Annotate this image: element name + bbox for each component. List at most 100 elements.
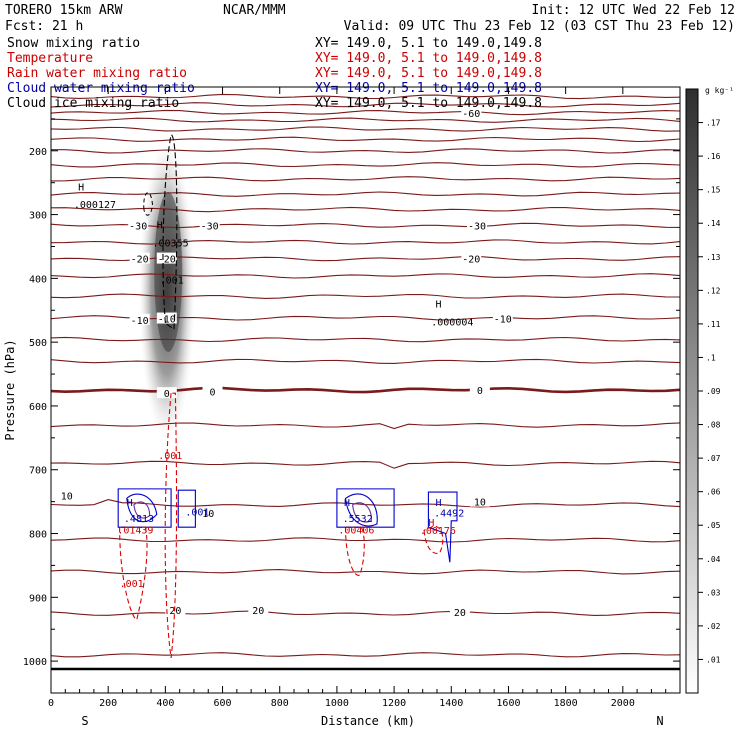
isotherm-19 <box>50 386 681 394</box>
isotherm-label-bg-17 <box>248 604 269 616</box>
colorbar-tick-label-5: .06 <box>706 488 721 497</box>
annotation-6: .000004 <box>431 318 473 329</box>
isotherm-4 <box>50 126 681 132</box>
colorbar-tick-label-10: .11 <box>706 320 721 329</box>
annotation-19: .00176 <box>420 526 456 537</box>
isotherm-0 <box>50 93 681 100</box>
isotherm-label-bg-16 <box>165 604 186 616</box>
annotation-10: .001 <box>185 508 209 519</box>
field-xy-cloud-ice: XY= 149.0, 5.1 to 149.0,149.8 <box>315 96 542 111</box>
rain-contour-east <box>423 525 444 554</box>
annotation-12: .001 <box>120 579 144 590</box>
x-axis-label: Distance (km) <box>321 714 415 728</box>
x-tick-label-4: 800 <box>271 698 289 709</box>
hydrometeor-contours <box>117 134 458 658</box>
annotation-8: H <box>127 498 133 509</box>
cloud-water-contour-central-inner <box>344 493 378 527</box>
y-tick-label-3: 500 <box>29 338 47 349</box>
x-axis-end-north: N <box>656 714 663 728</box>
isotherm-13 <box>50 256 681 262</box>
annotation-1: .000127 <box>74 200 116 211</box>
cloud-ice-shading <box>138 141 195 442</box>
isotherm-14 <box>50 273 681 279</box>
cloud-water-contour-central-outer <box>336 488 395 528</box>
field-name-cloud-water: Cloud water mixing ratio <box>7 81 195 96</box>
valid-time: Valid: 09 UTC Thu 23 Feb 12 (03 CST Thu … <box>344 19 735 34</box>
colorbar-unit: g kg⁻¹ <box>705 86 734 95</box>
colorbar-gradient <box>685 88 699 694</box>
forecast-hour: Fcst: 21 h <box>5 19 83 34</box>
field-name-rain: Rain water mixing ratio <box>7 66 187 81</box>
annotation-18: H <box>428 518 434 529</box>
isotherm-label-4: -20 <box>131 255 149 266</box>
isotherm-label-1: -30 <box>129 221 147 232</box>
isotherm-17 <box>50 336 681 343</box>
annotation-3: .00355 <box>152 238 188 249</box>
isotherm-1 <box>50 102 681 108</box>
isotherm-label-3: -30 <box>468 221 486 232</box>
isotherm-label-17: 20 <box>252 606 264 617</box>
isotherm-15 <box>50 293 681 299</box>
center-title: NCAR/MMM <box>223 3 286 18</box>
x-tick-label-0: 0 <box>48 698 54 709</box>
annotation-13: H <box>344 498 350 509</box>
y-tick-label-2: 400 <box>29 274 47 285</box>
isotherm-2 <box>50 109 681 116</box>
annotation-0: H <box>78 182 84 193</box>
x-axis-end-south: S <box>81 714 88 728</box>
cloud-water-contour-west-core <box>133 501 151 519</box>
isotherm-label-bg-10 <box>156 387 177 399</box>
cloud-ice-contour-main <box>162 134 178 331</box>
isotherm-label-bg-11 <box>202 385 223 397</box>
isotherm-11 <box>50 222 681 229</box>
isotherm-label-11: 0 <box>210 387 216 398</box>
isotherm-label-bg-2 <box>199 219 220 231</box>
colorbar-tick-label-4: .05 <box>706 521 721 530</box>
field-xy-snow: XY= 149.0, 5.1 to 149.0,149.8 <box>315 36 542 51</box>
isotherm-12 <box>50 239 681 245</box>
y-tick-label-5: 700 <box>29 466 47 477</box>
annotation-4: .001 <box>160 275 184 286</box>
x-tick-label-8: 1600 <box>496 698 520 709</box>
isotherm-21 <box>50 460 681 469</box>
annotation-16: H <box>436 498 442 509</box>
cloud-water-contour-west-inner <box>126 493 158 523</box>
isotherm-label-bg-5 <box>156 252 177 264</box>
y-tick-label-6: 800 <box>29 530 47 541</box>
colorbar-tick-label-9: .1 <box>706 353 716 362</box>
isotherm-label-bg-3 <box>467 219 488 231</box>
colorbar-tick-label-0: .01 <box>706 655 721 664</box>
cloud-water-contour-west-outer <box>117 488 172 528</box>
isotherm-24 <box>50 569 681 575</box>
isotherm-7 <box>50 162 681 168</box>
isotherm-label-13: 10 <box>61 491 73 502</box>
isotherm-label-bg-18 <box>449 605 470 617</box>
isotherm-8 <box>50 176 681 182</box>
y-tick-label-1: 300 <box>29 211 47 222</box>
colorbar-tick-label-12: .13 <box>706 253 721 262</box>
field-name-snow: Snow mixing ratio <box>7 36 140 51</box>
model-title: TORERO 15km ARW <box>5 3 123 18</box>
annotation-11: .01439 <box>117 526 153 537</box>
isotherm-label-bg-7 <box>129 313 150 325</box>
isotherm-label-18: 20 <box>454 608 466 619</box>
field-xy-rain: XY= 149.0, 5.1 to 149.0,149.8 <box>315 66 542 81</box>
field-name-cloud-ice: Cloud ice mixing ratio <box>7 96 179 111</box>
cloud-ice-contour-small <box>143 192 154 216</box>
x-tick-label-2: 400 <box>156 698 174 709</box>
cloud-water-contour-central-core <box>352 502 372 523</box>
x-tick-label-9: 1800 <box>554 698 578 709</box>
colorbar-tick-label-16: .17 <box>706 119 721 128</box>
field-name-temperature: Temperature <box>7 51 93 66</box>
ice-column-core <box>154 191 183 352</box>
colorbar-tick-label-14: .15 <box>706 186 721 195</box>
colorbar: g kg⁻¹ .01 .02 .03 .04 .05 .06 .07 .08 .09 .1 .11.… <box>685 86 734 694</box>
annotation-5: H <box>436 300 442 311</box>
x-tick-label-10: 2000 <box>611 698 635 709</box>
isotherm-label-bg-6 <box>461 252 482 264</box>
isotherm-label-bg-4 <box>129 252 150 264</box>
rain-contour-central <box>344 526 365 576</box>
isotherm-23 <box>50 537 681 543</box>
annotation-15: .00406 <box>338 526 374 537</box>
